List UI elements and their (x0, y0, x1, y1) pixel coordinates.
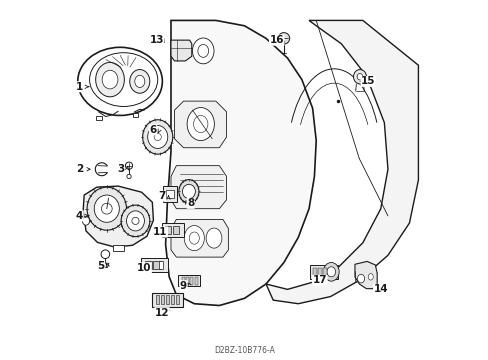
Bar (132, 113, 138, 117)
Polygon shape (171, 220, 228, 257)
Bar (113, 245, 123, 251)
Ellipse shape (357, 274, 364, 283)
Ellipse shape (356, 73, 362, 80)
Polygon shape (171, 166, 226, 209)
Ellipse shape (121, 205, 149, 237)
Ellipse shape (101, 203, 112, 214)
Text: 3: 3 (117, 164, 124, 174)
Bar (318, 267, 321, 277)
Polygon shape (354, 261, 376, 289)
Ellipse shape (142, 120, 172, 154)
Ellipse shape (94, 195, 119, 222)
Bar (159, 261, 163, 269)
Text: 15: 15 (360, 76, 375, 86)
Bar (153, 261, 160, 269)
Text: 17: 17 (312, 275, 326, 285)
Bar (141, 258, 168, 272)
Ellipse shape (147, 126, 167, 148)
Text: 13: 13 (149, 35, 163, 45)
Bar (165, 295, 168, 305)
Ellipse shape (182, 184, 195, 199)
Text: D2BZ-10B776-A: D2BZ-10B776-A (214, 346, 274, 355)
Ellipse shape (326, 267, 335, 277)
Polygon shape (102, 263, 109, 267)
Bar (309, 265, 337, 279)
Bar (165, 190, 174, 198)
Ellipse shape (198, 44, 208, 57)
Ellipse shape (206, 228, 222, 248)
Bar (164, 226, 171, 234)
Bar (162, 223, 183, 237)
Bar (144, 261, 152, 269)
Ellipse shape (187, 108, 214, 140)
Text: 7: 7 (158, 191, 165, 201)
Text: 10: 10 (137, 263, 151, 273)
Ellipse shape (353, 69, 366, 84)
Ellipse shape (87, 187, 126, 230)
Bar (172, 226, 179, 234)
Bar (161, 295, 163, 305)
Ellipse shape (102, 70, 118, 89)
Text: 16: 16 (269, 35, 284, 45)
Ellipse shape (89, 53, 158, 107)
Ellipse shape (132, 217, 139, 225)
Polygon shape (265, 21, 418, 304)
Bar (194, 277, 197, 285)
Ellipse shape (78, 47, 162, 116)
Ellipse shape (193, 116, 207, 133)
Bar (182, 277, 184, 285)
Ellipse shape (82, 217, 89, 225)
Text: 4: 4 (76, 211, 83, 221)
Ellipse shape (135, 75, 144, 87)
Bar (96, 116, 102, 120)
Bar (163, 186, 177, 202)
Ellipse shape (184, 226, 204, 251)
Ellipse shape (126, 211, 144, 231)
Bar (178, 275, 199, 286)
Ellipse shape (367, 274, 372, 280)
Text: 2: 2 (76, 164, 83, 174)
Text: 6: 6 (149, 125, 156, 135)
Polygon shape (165, 21, 316, 306)
Bar (152, 293, 183, 307)
Ellipse shape (278, 33, 289, 44)
Polygon shape (174, 101, 226, 148)
Ellipse shape (126, 174, 131, 179)
Ellipse shape (129, 69, 149, 93)
Text: 9: 9 (180, 281, 187, 291)
Bar (185, 277, 188, 285)
Bar (171, 295, 174, 305)
Bar (156, 295, 159, 305)
Bar (190, 277, 193, 285)
Text: 12: 12 (155, 308, 169, 318)
Text: 14: 14 (373, 284, 387, 294)
Ellipse shape (179, 180, 199, 203)
Text: 1: 1 (76, 82, 83, 92)
Ellipse shape (323, 262, 339, 281)
Bar (323, 267, 326, 277)
Ellipse shape (101, 250, 109, 258)
Bar (313, 267, 316, 277)
Ellipse shape (96, 62, 124, 97)
Text: 11: 11 (153, 227, 167, 237)
Ellipse shape (189, 232, 199, 244)
Ellipse shape (192, 38, 214, 64)
Bar (176, 295, 179, 305)
Text: 5: 5 (97, 261, 104, 271)
Polygon shape (83, 186, 153, 247)
Ellipse shape (125, 162, 132, 169)
Polygon shape (171, 40, 191, 61)
Ellipse shape (154, 134, 161, 140)
Text: 8: 8 (187, 198, 194, 208)
